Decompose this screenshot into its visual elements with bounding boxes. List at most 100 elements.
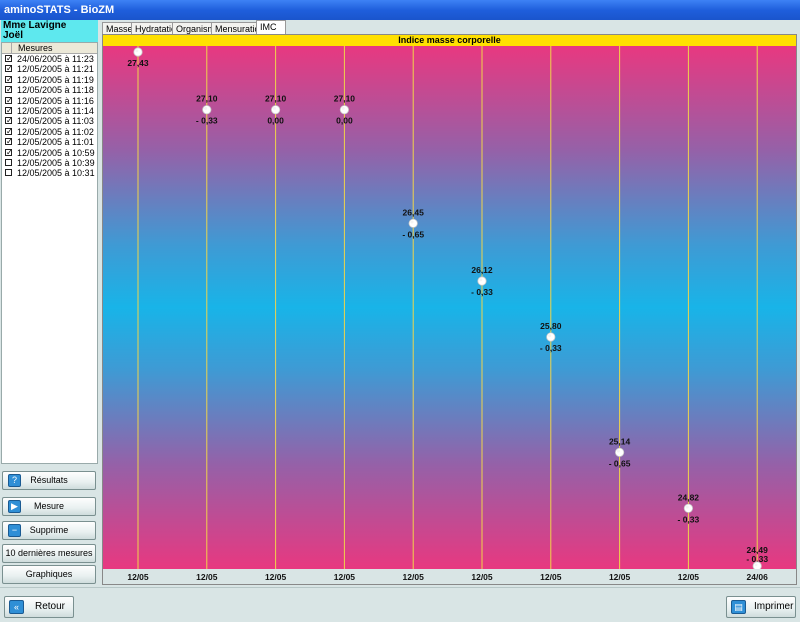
list-item[interactable]: ✓ 12/05/2005 à 11:19 bbox=[2, 75, 97, 85]
list-item[interactable]: ✓ 12/05/2005 à 11:01 bbox=[2, 137, 97, 147]
tab-hydratation-label: Hydratation bbox=[135, 24, 182, 34]
data-point-highlight bbox=[548, 334, 552, 338]
data-label: 27,10 bbox=[196, 94, 218, 104]
list-rows: ✓ 24/06/2005 à 11:23 ✓ 12/05/2005 à 11:21 ✓ 1… bbox=[2, 54, 97, 179]
list-item-label: 12/05/2005 à 10:31 bbox=[17, 168, 95, 179]
data-point[interactable] bbox=[408, 218, 418, 228]
list-item-label: 12/05/2005 à 11:03 bbox=[17, 116, 94, 127]
list-item-checkbox[interactable]: ✓ bbox=[5, 126, 13, 136]
list-header: Mesures bbox=[2, 43, 97, 54]
patient-name-line1: Mme Lavigne bbox=[3, 20, 67, 31]
chart-marks: 27,43 27,10 - 0,33 27,10 0,00 27,10 0,00 26,45 -… bbox=[127, 46, 768, 569]
dernieres-mesures-button[interactable]: 10 dernières mesures bbox=[2, 544, 96, 563]
mesure-label: Mesure bbox=[33, 501, 64, 511]
data-point[interactable] bbox=[683, 503, 694, 513]
list-item[interactable]: ✓ 12/05/2005 à 11:21 bbox=[2, 64, 97, 74]
list-item-checkbox[interactable]: ✓ bbox=[5, 85, 13, 95]
supprime-label: Supprime bbox=[29, 525, 69, 535]
chart-x-tick-labels: 12/05 12/05 12/05 12/05 12/05 12/05 12/05 12/05… bbox=[127, 572, 768, 582]
retour-button[interactable]: « Retour bbox=[4, 596, 74, 618]
data-point[interactable] bbox=[477, 276, 487, 286]
list-item[interactable]: ✓ 12/05/2005 à 11:02 bbox=[2, 127, 97, 137]
data-label: 25,14 bbox=[609, 436, 631, 446]
imprimer-button[interactable]: ▤ Imprimer bbox=[726, 596, 796, 618]
list-item[interactable]: ✓ 12/05/2005 à 11:14 bbox=[2, 106, 97, 116]
data-label: 27,10 bbox=[334, 94, 356, 104]
delta-label: - 0,33 bbox=[471, 287, 493, 297]
mesure-button[interactable]: ▶ Mesure bbox=[2, 497, 96, 516]
list-item[interactable]: ✓ 24/06/2005 à 11:23 bbox=[2, 54, 97, 64]
dernieres-mesures-label: 10 dernières mesures bbox=[5, 548, 93, 558]
list-item[interactable]: 12/05/2005 à 10:39 bbox=[2, 158, 97, 168]
data-point-highlight bbox=[135, 49, 139, 53]
measurement-list: Mesures ✓ 24/06/2005 à 11:23 ✓ 12/05/2005 à… bbox=[1, 42, 98, 464]
x-tick-label: 12/05 bbox=[540, 572, 562, 582]
list-item-checkbox[interactable]: ✓ bbox=[5, 105, 13, 115]
imprimer-label: Imprimer bbox=[754, 601, 794, 612]
graphiques-button[interactable]: Graphiques bbox=[2, 565, 96, 584]
print-document-icon: ▤ bbox=[731, 600, 746, 614]
chart-plot-area bbox=[103, 46, 796, 569]
tab-mensurations-label: Mensurations bbox=[215, 24, 270, 34]
question-icon: ? bbox=[8, 474, 21, 487]
delta-label: - 0,33 bbox=[540, 343, 562, 353]
graphiques-label: Graphiques bbox=[25, 569, 73, 579]
list-item-label: 12/05/2005 à 11:18 bbox=[17, 85, 94, 96]
patient-name-line2: Joël bbox=[3, 30, 24, 41]
list-item[interactable]: ✓ 12/05/2005 à 10:59 bbox=[2, 148, 97, 158]
data-label: 26,12 bbox=[471, 265, 493, 275]
list-item-checkbox[interactable]: ✓ bbox=[5, 116, 13, 126]
resultats-label: Résultats bbox=[30, 475, 68, 485]
data-point-highlight bbox=[272, 106, 276, 110]
x-tick-label: 12/05 bbox=[265, 572, 287, 582]
data-point[interactable] bbox=[614, 447, 625, 457]
list-item-checkbox[interactable]: ✓ bbox=[5, 147, 13, 157]
x-tick-label: 12/05 bbox=[127, 572, 149, 582]
x-tick-label: 12/05 bbox=[403, 572, 425, 582]
list-item-label: 12/05/2005 à 11:19 bbox=[17, 74, 94, 85]
data-label: 24,82 bbox=[678, 492, 700, 502]
data-label: 26,45 bbox=[403, 207, 425, 217]
tab-organisme-label: Organisme bbox=[176, 24, 221, 34]
data-point-highlight bbox=[479, 278, 483, 282]
list-item-checkbox[interactable]: ✓ bbox=[5, 64, 13, 74]
list-item[interactable]: ✓ 12/05/2005 à 11:03 bbox=[2, 116, 97, 126]
data-label: 27,10 bbox=[265, 94, 287, 104]
list-item-label: 12/05/2005 à 11:14 bbox=[17, 105, 94, 116]
list-item[interactable]: ✓ 12/05/2005 à 11:18 bbox=[2, 85, 97, 95]
x-tick-label: 12/05 bbox=[678, 572, 700, 582]
list-item-label: 12/05/2005 à 10:39 bbox=[17, 157, 95, 168]
resultats-button[interactable]: ? Résultats bbox=[2, 471, 96, 490]
list-item[interactable]: 12/05/2005 à 10:31 bbox=[2, 168, 97, 178]
tab-imc-label: IMC bbox=[260, 22, 277, 32]
data-point[interactable] bbox=[546, 332, 556, 342]
play-icon: ▶ bbox=[8, 500, 21, 513]
data-point-highlight bbox=[754, 563, 758, 567]
x-tick-label: 12/05 bbox=[334, 572, 356, 582]
supprime-button[interactable]: − Supprime bbox=[2, 521, 96, 540]
x-tick-label: 12/05 bbox=[196, 572, 218, 582]
data-point-highlight bbox=[410, 220, 414, 224]
list-item-checkbox[interactable]: ✓ bbox=[5, 95, 13, 105]
tab-masses-label: Masses bbox=[106, 24, 138, 34]
list-item-label: 24/06/2005 à 11:23 bbox=[17, 54, 94, 64]
data-point-highlight bbox=[616, 449, 620, 453]
list-item-checkbox[interactable]: ✓ bbox=[5, 137, 13, 147]
data-point[interactable] bbox=[339, 105, 349, 115]
data-point[interactable] bbox=[271, 105, 281, 115]
list-item-label: 12/05/2005 à 11:16 bbox=[17, 95, 94, 106]
list-item-checkbox[interactable]: ✓ bbox=[5, 74, 13, 84]
data-label: 27,43 bbox=[127, 58, 149, 68]
window-title: aminoSTATS - BioZM bbox=[4, 4, 115, 16]
list-item-checkbox[interactable] bbox=[5, 158, 12, 166]
data-point[interactable] bbox=[202, 105, 212, 115]
list-item-label: 12/05/2005 à 11:01 bbox=[17, 137, 94, 148]
data-point[interactable] bbox=[133, 47, 143, 57]
data-point-highlight bbox=[341, 106, 345, 110]
list-item[interactable]: ✓ 12/05/2005 à 11:16 bbox=[2, 96, 97, 106]
list-item-checkbox[interactable]: ✓ bbox=[5, 54, 13, 63]
list-header-check-column bbox=[2, 43, 12, 53]
delta-label: - 0,65 bbox=[402, 229, 424, 239]
tab-imc[interactable]: IMC bbox=[256, 20, 286, 35]
list-item-checkbox[interactable] bbox=[5, 169, 12, 177]
